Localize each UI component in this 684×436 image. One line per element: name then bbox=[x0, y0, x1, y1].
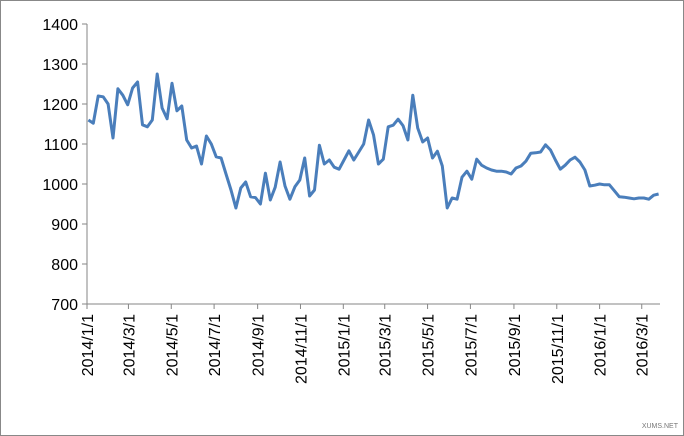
y-tick-label: 800 bbox=[51, 257, 78, 274]
y-tick-label: 1400 bbox=[42, 17, 78, 34]
x-tick-label: 2016/1/1 bbox=[593, 314, 610, 376]
y-tick-label: 900 bbox=[51, 217, 78, 234]
x-tick-label: 2015/3/1 bbox=[378, 314, 395, 376]
x-tick-label: 2014/5/1 bbox=[164, 314, 181, 376]
x-tick-label: 2014/1/1 bbox=[80, 314, 97, 376]
x-tick-label: 2015/5/1 bbox=[421, 314, 438, 376]
x-tick-label: 2014/9/1 bbox=[251, 314, 268, 376]
x-tick-label: 2016/3/1 bbox=[635, 314, 652, 376]
x-tick-label: 2015/11/1 bbox=[550, 314, 567, 384]
x-tick-label: 2015/7/1 bbox=[463, 314, 480, 376]
x-tick-label: 2015/1/1 bbox=[336, 314, 353, 376]
x-tick-label: 2014/11/1 bbox=[293, 314, 310, 384]
x-tick-label: 2015/9/1 bbox=[507, 314, 524, 376]
y-tick-label: 1300 bbox=[42, 57, 78, 74]
y-tick-label: 1100 bbox=[44, 137, 79, 154]
watermark: XUMS.NET bbox=[642, 423, 679, 430]
x-tick-label: 2014/3/1 bbox=[121, 314, 138, 376]
x-tick-label: 2014/7/1 bbox=[207, 314, 224, 376]
y-tick-label: 700 bbox=[51, 297, 78, 314]
y-tick-label: 1000 bbox=[42, 177, 78, 194]
line bbox=[87, 72, 659, 210]
y-tick-label: 1200 bbox=[42, 97, 78, 114]
